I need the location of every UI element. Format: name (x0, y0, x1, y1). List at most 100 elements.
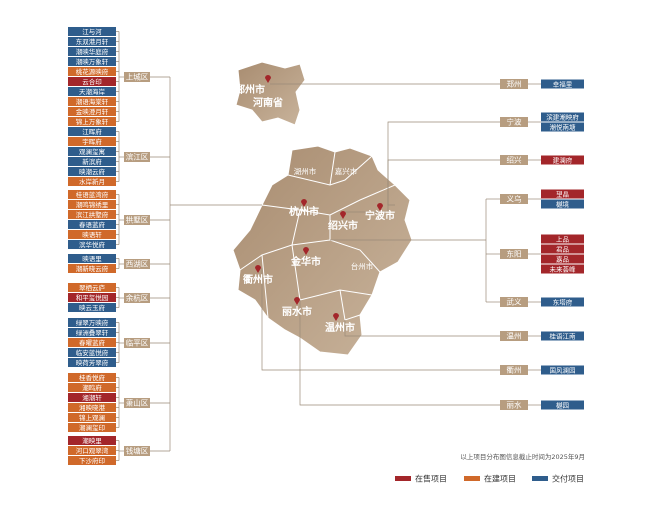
map-label: 衢州市 (243, 273, 273, 286)
project-name: 樾境 (556, 200, 570, 209)
legend-swatch (464, 476, 480, 481)
project-name: 映语里 (82, 254, 102, 263)
project-name: 潮悦南塘 (550, 123, 577, 132)
project-name-box (541, 79, 584, 89)
map-label: 台州市 (351, 261, 374, 271)
pin (294, 297, 300, 305)
project-name: 映云玉府 (79, 303, 106, 312)
city-name-box (500, 400, 528, 410)
project-name-box (68, 413, 116, 422)
project-name-box (541, 122, 584, 132)
legend-swatch (395, 476, 411, 481)
project-name: 上品 (556, 235, 569, 244)
project-name-box (541, 365, 584, 375)
project-name-box (68, 383, 116, 392)
project-name-box (68, 77, 116, 86)
project-name-box (541, 234, 584, 244)
pin (333, 313, 339, 321)
project-name-box (541, 254, 584, 264)
district-name-box (124, 215, 150, 225)
map-label: 温州市 (325, 321, 355, 334)
city-name: 东阳 (507, 249, 522, 259)
legend-swatch (532, 476, 548, 481)
district-name: 钱塘区 (126, 446, 149, 456)
map-label: 杭州市 (289, 205, 319, 218)
project-name-box (541, 331, 584, 341)
project-name: 宇晖府 (82, 137, 102, 146)
district-name: 余杭区 (126, 293, 149, 303)
map (232, 61, 413, 356)
project-name-box (541, 189, 584, 199)
project-name-box (68, 117, 116, 126)
project-name: 映荷芳翠府 (76, 358, 109, 367)
project-name: 潮映华庭府 (76, 47, 109, 56)
project-name: 绿洲叠翠轩 (76, 328, 109, 337)
district-name-box (124, 72, 150, 82)
project-name: 和平玺悦园 (76, 293, 109, 302)
city-name-box (500, 297, 528, 307)
connector (387, 121, 500, 206)
project-name: 水岸新月 (79, 177, 105, 186)
project-name: 桂语江南 (550, 332, 577, 341)
project-name-box (68, 137, 116, 146)
district-name: 临平区 (126, 338, 149, 348)
legend-label: 在售项目 (415, 474, 447, 484)
project-name: 桂语蓝湾府 (76, 190, 109, 199)
project-name-box (68, 57, 116, 66)
district-name-box (124, 293, 150, 303)
district-name: 滨江区 (126, 152, 149, 162)
project-name-box (68, 283, 116, 292)
city-name-box (500, 331, 528, 341)
project-name: 未来荟峰 (550, 265, 577, 274)
city-name: 宁波 (507, 117, 522, 127)
project-name: 滨江拱墅府 (76, 210, 109, 219)
project-name: 潮鸣锦绣里 (76, 200, 109, 209)
pin (377, 203, 383, 211)
project-name: 翠栖云庐 (79, 283, 106, 292)
district-name: 西湖区 (126, 260, 149, 269)
project-name-box (68, 210, 116, 219)
project-name-box (68, 328, 116, 337)
legend-label: 交付项目 (552, 474, 584, 484)
project-name-box (68, 47, 116, 56)
district-name: 拱墅区 (126, 215, 149, 225)
project-name-box (541, 112, 584, 122)
map-label: 河南省 (253, 96, 283, 109)
project-name: 潮澜玺印 (79, 423, 105, 432)
project-name: 建澜府 (553, 156, 573, 165)
connector (345, 159, 500, 213)
district-name-box (124, 338, 150, 348)
project-name: 映语轩 (82, 230, 102, 239)
project-name-box (541, 400, 584, 410)
project-name-box (68, 240, 116, 249)
pin (265, 75, 271, 83)
project-name: 临安蓝悦府 (76, 348, 109, 357)
map-label: 绍兴市 (328, 219, 358, 232)
project-name-box (541, 199, 584, 209)
project-name: 新滨府 (82, 157, 102, 166)
project-name: 锦上观澜 (79, 413, 105, 422)
project-name-box (541, 244, 584, 254)
project-name: 樾园 (556, 401, 569, 410)
project-name-box (541, 297, 584, 307)
pin (255, 265, 261, 273)
project-name-box (68, 358, 116, 367)
city-name-box (500, 117, 528, 127)
map-label: 宁波市 (365, 209, 395, 222)
project-name: 江与河 (82, 28, 102, 36)
city-name: 丽水 (507, 400, 522, 410)
project-name-box (68, 37, 116, 46)
map-label: 金华市 (290, 255, 321, 268)
project-name: 锦上万象轩 (76, 117, 109, 126)
map-label: 湖州市 (294, 166, 317, 176)
project-name: 绿翠万映府 (76, 318, 109, 327)
project-name-box (68, 190, 116, 199)
project-name: 江晖府 (82, 127, 102, 136)
project-name-box (68, 303, 116, 312)
project-name: 潮鸣府 (82, 383, 102, 392)
project-name-box (68, 107, 116, 116)
project-name: 春曜蓝府 (79, 338, 106, 347)
project-name-box (68, 264, 116, 273)
project-name-box (68, 393, 116, 402)
